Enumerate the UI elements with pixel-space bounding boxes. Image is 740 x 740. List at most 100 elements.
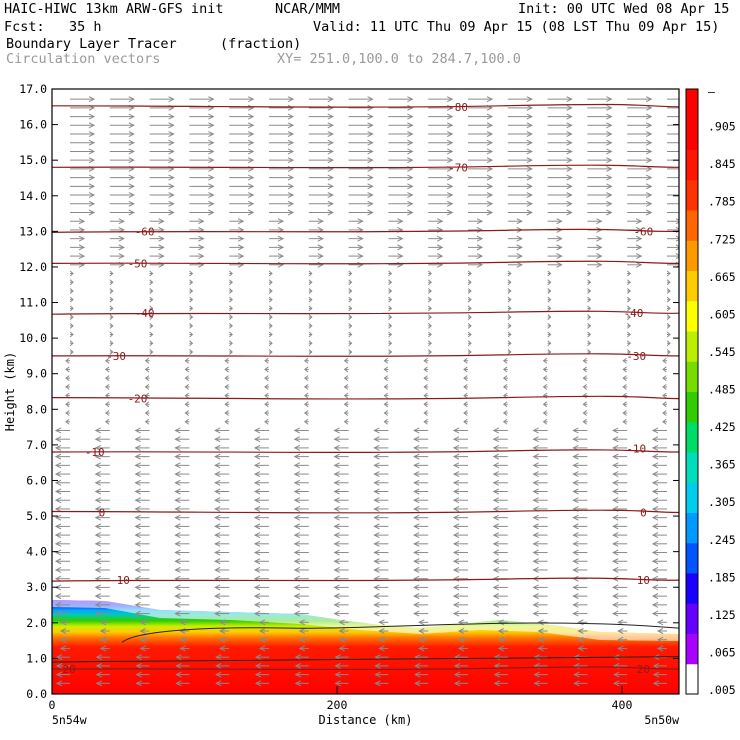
vector-arrow: [214, 540, 230, 547]
vector-arrow: [532, 427, 548, 434]
colorbar-label: .545: [708, 345, 736, 359]
vector-arrow: [468, 244, 484, 251]
vector-arrow: [215, 680, 230, 687]
vector-arrow: [388, 253, 404, 260]
vector-arrow: [428, 131, 454, 137]
valid-time: Valid: 11 UTC Thu 09 Apr 15 (08 LST Thu …: [313, 19, 720, 35]
vector-arrow: [667, 185, 679, 187]
vector-arrow: [348, 122, 374, 129]
vector-arrow: [253, 549, 269, 556]
vector-arrow: [388, 200, 414, 207]
vector-arrow: [134, 540, 150, 547]
vector-arrow: [269, 139, 295, 146]
vector-arrow: [253, 479, 269, 486]
vector-arrow: [582, 401, 588, 408]
vector-arrow: [348, 148, 374, 155]
vector-arrow: [373, 610, 389, 617]
vector-arrow: [547, 192, 573, 199]
vector-arrow: [219, 645, 230, 652]
vector-arrow: [547, 288, 552, 294]
vector-arrow: [254, 662, 269, 669]
vector-arrow: [65, 418, 70, 425]
vector-arrow: [388, 131, 414, 137]
vector-arrow: [149, 113, 175, 120]
vector-arrow: [109, 192, 135, 199]
vector-arrow: [149, 131, 175, 137]
vector-arrow: [134, 514, 150, 521]
vector-arrow: [373, 532, 389, 539]
vector-arrow: [109, 314, 114, 320]
vector-arrow: [413, 514, 429, 521]
colorbar-label: .665: [708, 270, 736, 284]
vector-arrow: [268, 349, 273, 355]
vector-arrow: [418, 628, 429, 634]
vector-arrow: [174, 427, 190, 434]
contour-line: [52, 395, 679, 400]
vector-arrow: [293, 584, 309, 591]
vector-arrow: [184, 401, 190, 408]
colorbar-segment: [686, 573, 698, 604]
vector-arrow: [373, 593, 389, 600]
vector-arrow: [617, 636, 628, 643]
vector-arrow: [373, 567, 389, 573]
vector-arrow: [348, 192, 374, 199]
vector-arrow: [175, 680, 190, 687]
vector-arrow: [269, 104, 295, 111]
vector-arrow: [572, 532, 588, 539]
vector-arrow: [507, 218, 523, 225]
vector-arrow: [134, 427, 150, 434]
vector-arrow: [70, 96, 96, 103]
vector-arrow: [651, 549, 667, 556]
vector-arrow: [308, 296, 313, 303]
vector-arrow: [269, 157, 295, 164]
vector-arrow: [293, 436, 309, 443]
vector-arrow: [264, 383, 269, 390]
vector-arrow: [224, 366, 230, 373]
vector-arrow: [383, 401, 389, 408]
contour-label: -60: [135, 225, 155, 238]
vector-arrow: [219, 628, 230, 634]
vector-arrow: [229, 174, 255, 181]
vector-arrow: [215, 662, 230, 669]
vector-arrow: [532, 453, 548, 460]
vector-arrow: [94, 514, 110, 521]
vector-arrow: [174, 523, 190, 530]
vector-arrow: [413, 584, 429, 591]
vector-arrow: [587, 200, 613, 207]
vector-arrow: [651, 523, 667, 530]
vector-arrow: [303, 401, 309, 408]
vector-arrow: [413, 462, 429, 469]
vector-arrow: [428, 192, 454, 199]
vector-arrow: [189, 139, 215, 146]
vector-arrow: [348, 296, 353, 303]
vector-arrow: [54, 558, 70, 565]
vector-arrow: [109, 253, 125, 260]
vector-arrow: [452, 479, 468, 486]
vector-arrow: [229, 288, 233, 294]
vector-arrow: [452, 601, 468, 608]
vector-arrow: [268, 288, 273, 294]
vector-arrow: [333, 479, 349, 486]
vector-arrow: [468, 96, 494, 103]
vector-arrow: [303, 410, 309, 416]
vector-arrow: [293, 540, 309, 547]
vector-arrow: [667, 124, 679, 126]
vector-arrow: [627, 122, 653, 129]
vector-arrow: [651, 505, 667, 512]
vector-arrow: [69, 296, 74, 303]
vector-arrow: [452, 427, 468, 434]
vector-arrow: [612, 523, 628, 530]
vector-arrow: [189, 244, 205, 251]
vector-arrow: [109, 122, 135, 129]
vector-arrow: [532, 601, 548, 608]
vector-arrow: [507, 349, 512, 355]
vector-arrow: [219, 636, 230, 643]
vector-arrow: [507, 340, 512, 347]
vector-arrow: [134, 567, 150, 573]
vector-arrow: [651, 584, 667, 591]
vector-arrow: [55, 671, 70, 678]
vector-arrow: [627, 148, 653, 155]
vector-arrow: [253, 558, 269, 565]
vector-arrow: [95, 671, 110, 678]
vector-arrow: [54, 567, 70, 573]
